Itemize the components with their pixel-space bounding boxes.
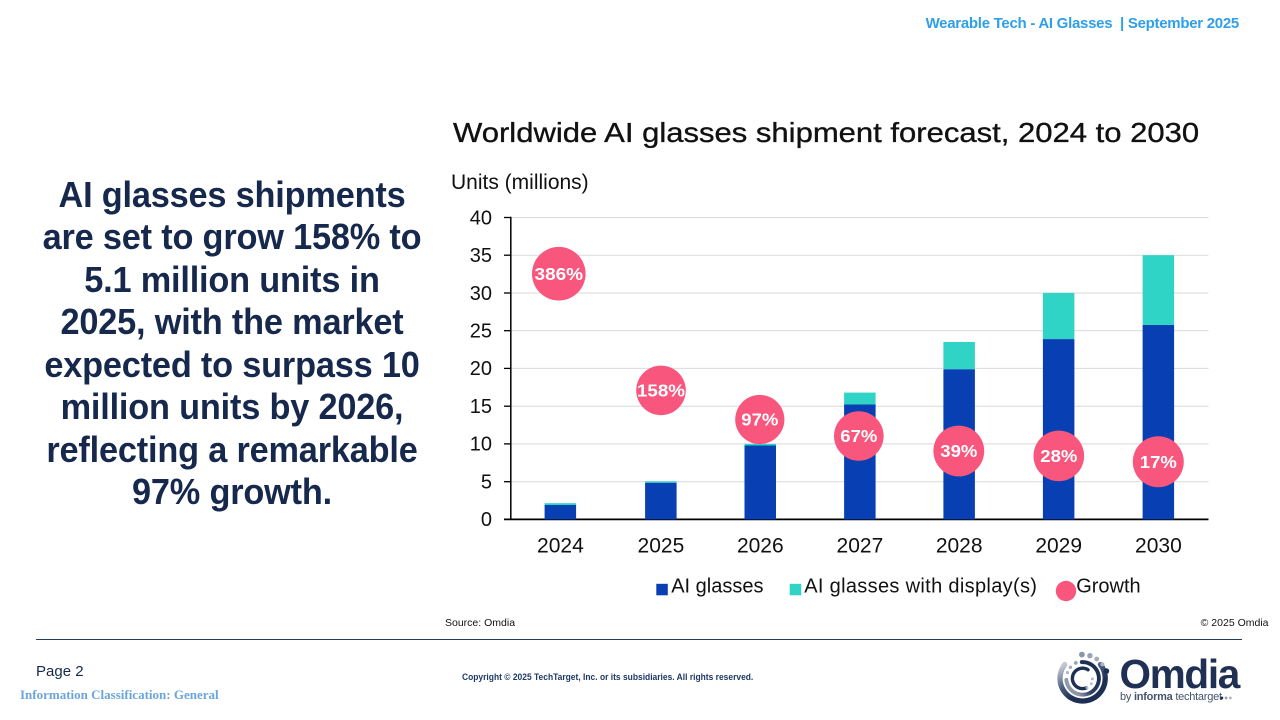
svg-text:30: 30 [470,283,492,305]
svg-text:28%: 28% [1040,446,1077,466]
svg-text:386%: 386% [535,264,584,284]
svg-text:67%: 67% [840,426,877,446]
svg-text:17%: 17% [1140,452,1177,472]
svg-text:40: 40 [470,207,492,229]
svg-text:AI glasses: AI glasses [671,576,763,598]
svg-text:5: 5 [481,472,492,494]
svg-text:AI glasses with display(s): AI glasses with display(s) [804,576,1037,598]
svg-text:10: 10 [470,434,492,456]
svg-text:15: 15 [470,396,492,418]
svg-text:35: 35 [470,245,492,267]
svg-text:2028: 2028 [936,534,983,557]
svg-text:2027: 2027 [837,534,884,557]
svg-text:97%: 97% [741,410,778,430]
svg-text:2029: 2029 [1035,534,1082,557]
svg-text:by informa techtarget: by informa techtarget [1120,691,1222,703]
svg-text:39%: 39% [940,441,977,461]
svg-text:Omdia: Omdia [1120,651,1241,697]
svg-text:Growth: Growth [1076,576,1140,598]
svg-text:© 2025 Omdia: © 2025 Omdia [1201,617,1269,629]
svg-text:25: 25 [470,321,492,343]
svg-text:2025: 2025 [638,534,685,557]
svg-text:20: 20 [470,358,492,380]
svg-text:0: 0 [481,509,492,531]
svg-text:158%: 158% [637,381,685,401]
svg-text:2026: 2026 [737,534,784,557]
svg-text:2030: 2030 [1135,534,1182,557]
svg-text:Source: Omdia: Source: Omdia [445,617,515,629]
svg-text:2024: 2024 [537,534,584,557]
